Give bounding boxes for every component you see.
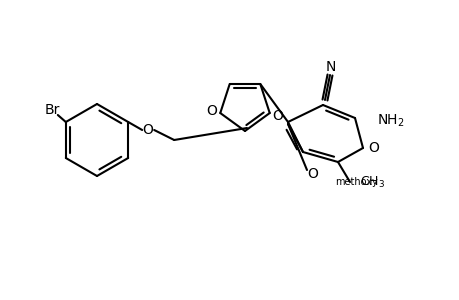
- Text: O: O: [307, 167, 318, 181]
- Text: O: O: [205, 104, 216, 118]
- Text: methoxy: methoxy: [334, 177, 377, 187]
- Text: Br: Br: [44, 103, 59, 117]
- Text: N: N: [325, 60, 336, 74]
- Text: CH$_3$: CH$_3$: [359, 175, 384, 190]
- Text: O: O: [272, 109, 283, 123]
- Text: O: O: [368, 141, 379, 155]
- Text: O: O: [142, 123, 153, 137]
- Text: NH$_2$: NH$_2$: [376, 113, 404, 129]
